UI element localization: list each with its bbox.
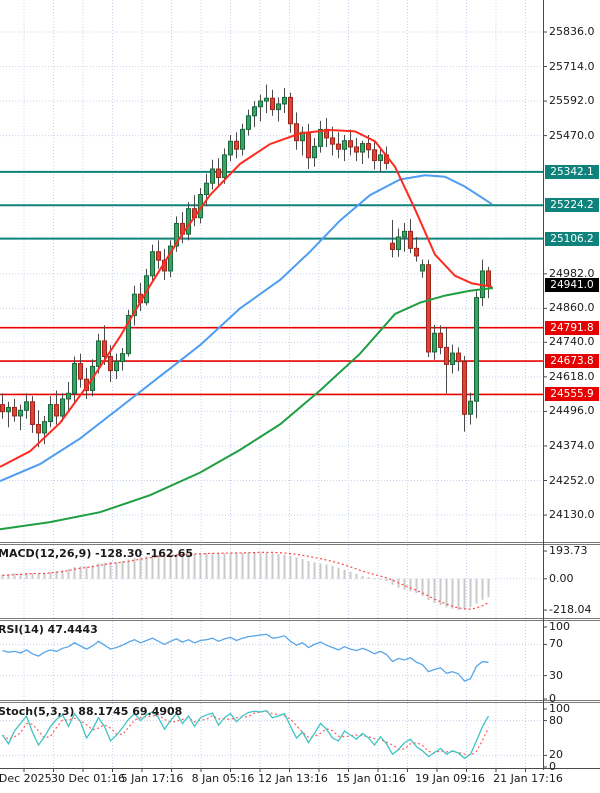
date-axis-label: 2 Dec 2025: [0, 772, 52, 785]
date-axis-label: 5 Jan 17:16: [120, 772, 184, 785]
macd-axis-label: 0.00: [549, 571, 574, 585]
stoch-indicator-label: Stoch(5,3,3) 88.1745 69.4908: [0, 705, 183, 718]
date-axis-label: 21 Jan 17:16: [493, 772, 563, 785]
rsi-axis-label: 70: [549, 637, 563, 651]
price-axis-label: 25592.0: [549, 94, 595, 108]
rsi-panel: [2, 633, 489, 682]
ma-fast-red-line: [0, 128, 493, 468]
support-level-badge: 24555.9: [545, 387, 599, 402]
date-axis-label: 15 Jan 01:16: [336, 772, 406, 785]
date-axis-label: 30 Dec 01:16: [51, 772, 125, 785]
current-price-badge: 24941.0: [545, 278, 599, 293]
rsi-axis-label: 0: [549, 692, 556, 705]
stoch-k-line: [1, 709, 490, 760]
stoch-axis-label: 100: [549, 702, 570, 715]
macd-axis-label: -218.04: [549, 603, 592, 617]
candlesticks: [0, 84, 491, 448]
ma-mid-blue-line: [0, 174, 493, 483]
price-axis-label: 24252.0: [549, 473, 595, 487]
panel-frame: [0, 0, 600, 772]
stoch-axis-label: 80: [549, 713, 563, 727]
stoch-axis-label: 20: [549, 748, 563, 762]
price-axis-label: 24618.0: [549, 369, 595, 383]
price-axis-label: 25836.0: [549, 24, 595, 38]
resistance-level-badge: 25106.2: [545, 231, 599, 246]
rsi-axis-label: 30: [549, 668, 563, 682]
price-level-lines: [0, 170, 543, 396]
support-level-badge: 24673.8: [545, 354, 599, 369]
support-level-badge: 24791.8: [545, 320, 599, 335]
price-axis-label: 24374.0: [549, 438, 595, 452]
price-axis-label: 24496.0: [549, 404, 595, 418]
macd-indicator-label: MACD(12,26,9) -128.30 -162.65: [0, 547, 194, 560]
macd-panel: [1, 551, 490, 611]
price-axis-label: 25958.0: [549, 0, 595, 4]
resistance-level-badge: 25224.2: [545, 198, 599, 213]
stochastic-panel: [1, 709, 490, 760]
rsi-axis-label: 100: [549, 620, 570, 633]
price-axis-label: 24130.0: [549, 508, 595, 522]
price-axis-label: 24982.0: [549, 266, 595, 280]
ma-slow-green-line: [0, 287, 494, 531]
macd-axis-label: 193.73: [549, 544, 588, 558]
stoch-axis-label: 0: [549, 760, 556, 773]
rsi-indicator-label: RSI(14) 47.4443: [0, 623, 98, 636]
stoch-d-line: [2, 710, 490, 757]
date-axis-label: 19 Jan 09:16: [415, 772, 485, 785]
grid: [0, 0, 543, 768]
price-axis-label: 25714.0: [549, 59, 595, 73]
macd-signal-line: [2, 551, 489, 610]
rsi-line: [2, 633, 489, 682]
price-axis-label: 24740.0: [549, 335, 595, 349]
resistance-level-badge: 25342.1: [545, 164, 599, 179]
moving-averages: [0, 128, 494, 531]
date-axis-label: 12 Jan 13:16: [258, 772, 328, 785]
date-axis-label: 8 Jan 05:16: [191, 772, 255, 785]
price-axis-label: 25470.0: [549, 128, 595, 142]
price-axis-label: 24860.0: [549, 301, 595, 315]
